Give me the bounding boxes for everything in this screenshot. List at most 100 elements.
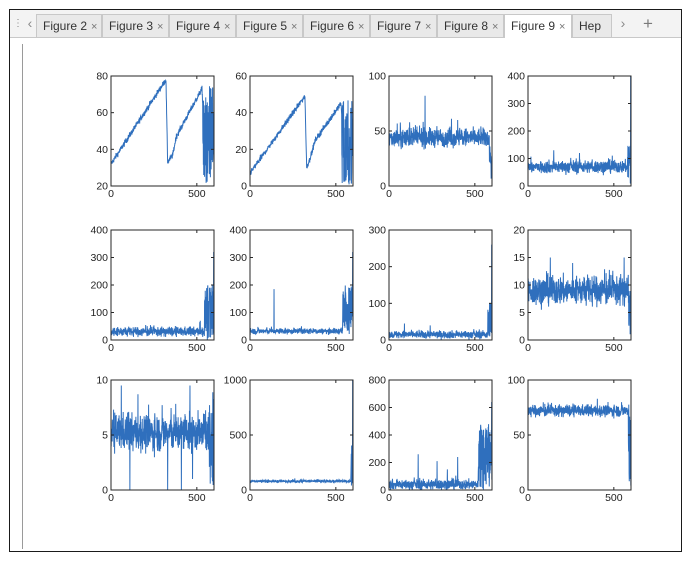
series-line — [250, 95, 353, 185]
subplot-11: 0 200 400 600 800 0 500 — [368, 375, 493, 504]
tab-hep[interactable]: Hep — [572, 14, 612, 37]
x-tick-label: 500 — [605, 492, 623, 504]
tab-label: Figure 3 — [109, 19, 154, 33]
scroll-left-icon[interactable]: ‹ — [27, 15, 33, 31]
close-tab-icon[interactable]: × — [224, 21, 231, 33]
close-tab-icon[interactable]: × — [425, 21, 432, 33]
close-tab-icon[interactable]: × — [157, 21, 164, 33]
y-tick-label: 1000 — [224, 375, 248, 387]
tab-label: Figure 4 — [176, 19, 221, 33]
tab-figure-5[interactable]: Figure 5 × — [236, 14, 303, 37]
tab-label: Figure 9 — [511, 19, 556, 33]
tab-label: Figure 6 — [310, 19, 355, 33]
y-tick-label: 0 — [241, 485, 247, 497]
y-tick-label: 20 — [96, 181, 108, 193]
y-tick-label: 200 — [507, 126, 525, 138]
subplot-9: 0 5 10 0 500 — [96, 375, 215, 504]
tab-figure-7[interactable]: Figure 7 × — [370, 14, 437, 37]
y-tick-label: 300 — [507, 98, 525, 110]
x-tick-label: 0 — [108, 492, 114, 504]
y-tick-label: 5 — [519, 307, 525, 319]
y-tick-label: 10 — [96, 375, 108, 387]
close-tab-icon[interactable]: × — [291, 21, 298, 33]
axes-box — [388, 379, 493, 491]
x-tick-label: 500 — [466, 188, 484, 200]
subplot-7: 0 100 200 300 0 500 — [368, 225, 493, 354]
y-tick-label: 600 — [368, 402, 386, 414]
subplot-2: 0 20 40 60 0 500 — [235, 71, 354, 200]
x-tick-label: 500 — [188, 342, 206, 354]
x-tick-label: 0 — [386, 492, 392, 504]
tab-figure-3[interactable]: Figure 3 × — [102, 14, 169, 37]
close-tab-icon[interactable]: × — [492, 21, 499, 33]
y-tick-label: 100 — [507, 153, 525, 165]
x-tick-label: 0 — [525, 342, 531, 354]
series-line — [250, 251, 353, 336]
y-tick-label: 0 — [519, 335, 525, 347]
series-line — [528, 398, 631, 487]
y-tick-label: 200 — [90, 280, 108, 292]
y-tick-label: 400 — [90, 225, 108, 237]
subplot-8: 0 5 10 15 20 0 500 — [513, 225, 632, 354]
scroll-right-icon[interactable]: › — [620, 15, 626, 31]
y-tick-label: 100 — [229, 307, 247, 319]
y-tick-label: 60 — [96, 107, 108, 119]
tab-label: Figure 7 — [377, 19, 422, 33]
series-line — [111, 251, 214, 340]
close-tab-icon[interactable]: × — [358, 21, 365, 33]
subplot-6: 0 100 200 300 400 0 500 — [229, 225, 354, 354]
tab-figure-8[interactable]: Figure 8 × — [437, 14, 504, 37]
y-tick-label: 20 — [235, 144, 247, 156]
axes-box — [249, 379, 354, 491]
y-tick-label: 0 — [102, 335, 108, 347]
subplot-10: 0 500 1000 0 500 — [224, 375, 354, 504]
y-tick-label: 200 — [368, 457, 386, 469]
splitter-line — [22, 44, 23, 549]
tab-figure-2[interactable]: Figure 2 × — [36, 14, 102, 37]
tab-figure-6[interactable]: Figure 6 × — [303, 14, 370, 37]
y-tick-label: 0 — [380, 485, 386, 497]
series-line — [389, 401, 492, 490]
y-tick-label: 50 — [374, 126, 386, 138]
y-tick-label: 0 — [241, 181, 247, 193]
add-tab-icon[interactable]: + — [643, 14, 653, 33]
y-tick-label: 40 — [235, 107, 247, 119]
menu-icon[interactable]: ⋮ — [13, 18, 23, 29]
y-tick-label: 5 — [102, 430, 108, 442]
subplot-12: 0 50 100 0 500 — [507, 375, 632, 504]
axes-box — [110, 229, 215, 341]
y-tick-label: 0 — [380, 181, 386, 193]
series-line — [389, 244, 492, 340]
y-tick-label: 500 — [229, 430, 247, 442]
series-line — [528, 76, 631, 184]
tab-figure-4[interactable]: Figure 4 × — [169, 14, 236, 37]
y-tick-label: 60 — [235, 71, 247, 83]
x-tick-label: 500 — [188, 492, 206, 504]
y-tick-label: 800 — [368, 375, 386, 387]
series-line — [111, 78, 214, 183]
x-tick-label: 500 — [327, 492, 345, 504]
y-tick-label: 0 — [519, 485, 525, 497]
tab-figure-9[interactable]: Figure 9 × — [504, 14, 572, 38]
axes-box — [110, 75, 215, 187]
y-tick-label: 50 — [513, 430, 525, 442]
x-tick-label: 500 — [466, 342, 484, 354]
close-tab-icon[interactable]: × — [559, 21, 566, 33]
x-tick-label: 0 — [247, 188, 253, 200]
y-tick-label: 100 — [368, 298, 386, 310]
y-tick-label: 15 — [513, 252, 525, 264]
y-tick-label: 300 — [368, 225, 386, 237]
y-tick-label: 0 — [519, 181, 525, 193]
series-line — [111, 385, 214, 490]
close-tab-icon[interactable]: × — [91, 21, 98, 33]
y-tick-label: 200 — [368, 261, 386, 273]
x-tick-label: 500 — [327, 342, 345, 354]
x-tick-label: 0 — [525, 492, 531, 504]
y-tick-label: 0 — [241, 335, 247, 347]
tab-bar: ⋮ ‹ Figure 2 × Figure 3 × Figure 4 × Figure 5 ×… — [10, 10, 681, 38]
subplot-5: 0 100 200 300 400 0 500 — [90, 225, 215, 354]
y-tick-label: 10 — [513, 280, 525, 292]
y-tick-label: 0 — [102, 485, 108, 497]
x-tick-label: 500 — [327, 188, 345, 200]
